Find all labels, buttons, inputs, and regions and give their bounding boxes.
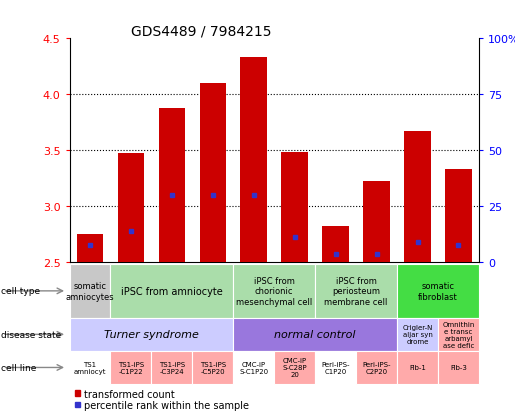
Bar — [397, 351, 438, 384]
Text: GSM807097: GSM807097 — [90, 262, 99, 313]
Text: Crigler-N
aljar syn
drome: Crigler-N aljar syn drome — [402, 325, 433, 344]
Text: disease state: disease state — [1, 330, 61, 339]
Text: iPSC from amniocyte: iPSC from amniocyte — [121, 286, 223, 296]
Text: cell line: cell line — [1, 363, 37, 372]
Text: GDS4489 / 7984215: GDS4489 / 7984215 — [131, 24, 271, 38]
Text: iPSC from
periosteum
membrane cell: iPSC from periosteum membrane cell — [324, 276, 388, 306]
Bar — [233, 264, 315, 318]
Text: Peri-iPS-
C1P20: Peri-iPS- C1P20 — [321, 361, 350, 374]
Bar — [397, 318, 438, 351]
Bar — [192, 351, 233, 384]
Text: Omnithin
e transc
arbamyl
ase defic: Omnithin e transc arbamyl ase defic — [442, 321, 475, 348]
Bar — [241, 58, 267, 262]
Text: GSM807103: GSM807103 — [172, 262, 181, 313]
Text: Fib-3: Fib-3 — [450, 365, 467, 370]
Bar — [117, 154, 144, 262]
Text: cell type: cell type — [1, 287, 40, 296]
Bar — [70, 264, 111, 318]
Text: iPSC from
chorionic
mesenchymal cell: iPSC from chorionic mesenchymal cell — [236, 276, 313, 306]
Text: GSM807104: GSM807104 — [213, 262, 222, 313]
Text: Peri-iPS-
C2P20: Peri-iPS- C2P20 — [363, 361, 391, 374]
Bar — [438, 351, 479, 384]
Bar — [233, 318, 397, 351]
Bar — [233, 351, 274, 384]
Text: GSM807105: GSM807105 — [254, 262, 263, 313]
Bar — [315, 351, 356, 384]
Bar — [199, 84, 226, 262]
Text: TS1-iPS
-C1P22: TS1-iPS -C1P22 — [118, 361, 144, 374]
Text: GSM807099: GSM807099 — [458, 262, 468, 313]
Bar — [404, 132, 431, 262]
Bar — [281, 153, 308, 262]
Bar — [70, 318, 233, 351]
Text: CMC-iP
S-C28P
20: CMC-iP S-C28P 20 — [282, 358, 307, 377]
Text: GSM807100: GSM807100 — [336, 262, 345, 313]
Bar — [159, 108, 185, 262]
Text: Fib-1: Fib-1 — [409, 365, 426, 370]
Text: TS1-iPS
-C5P20: TS1-iPS -C5P20 — [200, 361, 226, 374]
Bar — [75, 391, 80, 396]
Text: GSM807102: GSM807102 — [131, 262, 140, 313]
Bar — [111, 351, 151, 384]
Text: Turner syndrome: Turner syndrome — [104, 330, 199, 339]
Bar — [356, 351, 397, 384]
Text: GSM807098: GSM807098 — [418, 262, 426, 313]
Text: TS1
amniocyt: TS1 amniocyt — [74, 361, 106, 374]
Bar — [315, 264, 397, 318]
Bar — [70, 351, 111, 384]
Text: GSM807101: GSM807101 — [376, 262, 386, 313]
Bar — [111, 264, 233, 318]
Bar — [75, 402, 80, 407]
Text: somatic
amniocytes: somatic amniocytes — [66, 282, 114, 301]
Bar — [151, 351, 193, 384]
Bar — [397, 264, 479, 318]
Text: percentile rank within the sample: percentile rank within the sample — [84, 400, 249, 410]
Bar — [322, 227, 349, 262]
Bar — [445, 170, 472, 262]
Text: transformed count: transformed count — [84, 389, 175, 399]
Bar — [438, 318, 479, 351]
Text: CMC-iP
S-C1P20: CMC-iP S-C1P20 — [239, 361, 268, 374]
Text: TS1-iPS
-C3P24: TS1-iPS -C3P24 — [159, 361, 185, 374]
Text: somatic
fibroblast: somatic fibroblast — [418, 282, 458, 301]
Bar — [363, 182, 390, 262]
Bar — [77, 235, 104, 262]
Text: GSM807106: GSM807106 — [295, 262, 304, 313]
Text: normal control: normal control — [274, 330, 356, 339]
Bar — [274, 351, 315, 384]
